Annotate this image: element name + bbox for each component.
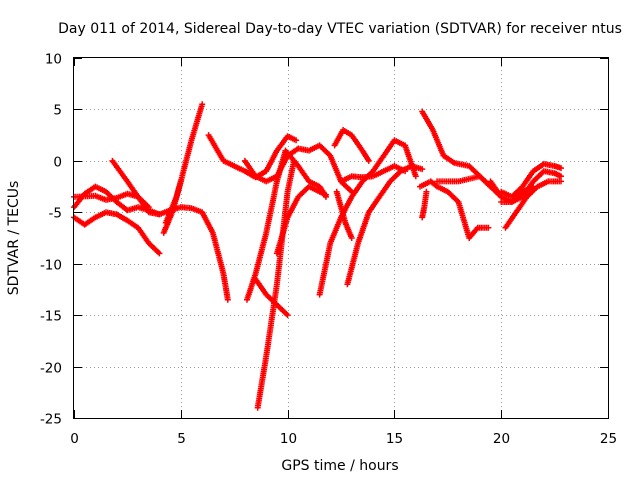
chart-grid	[74, 58, 608, 418]
series-arc-14	[331, 127, 372, 164]
series-arc-13	[316, 137, 419, 298]
x-axis-label: GPS time / hours	[281, 458, 398, 474]
y-tick-label: 10	[45, 52, 62, 68]
series-arc-21	[434, 173, 494, 190]
series-arc-4	[109, 157, 231, 303]
y-tick-label: -5	[49, 206, 62, 222]
x-tick-label: 20	[493, 431, 510, 447]
series-arc-25	[487, 178, 537, 205]
series-arc-17	[344, 163, 426, 288]
series-arc-24	[502, 178, 564, 231]
series-arc-7	[205, 132, 300, 181]
series-arc-22	[498, 160, 564, 200]
series-arc-11	[252, 276, 291, 319]
x-tick-label: 0	[70, 431, 79, 447]
y-tick-label: -20	[40, 361, 62, 377]
series-arc-6	[162, 178, 184, 226]
y-tick-label: -25	[40, 412, 62, 428]
y-tick-label: 5	[53, 103, 62, 119]
x-tick-label: 15	[386, 431, 403, 447]
data-series	[71, 101, 564, 411]
series-arc-10	[244, 147, 329, 303]
series-arc-20	[419, 188, 430, 221]
axis-ticks	[74, 58, 609, 419]
plot-frame	[73, 57, 609, 419]
y-tick-label: 0	[53, 155, 62, 171]
y-axis-label: SDTVAR / TECUs	[6, 181, 22, 296]
x-tick-label: 5	[177, 431, 186, 447]
series-arc-16	[338, 163, 409, 185]
chart-title: Day 011 of 2014, Sidereal Day-to-day VTE…	[58, 21, 622, 37]
series-arc-12	[273, 183, 329, 257]
y-tick-labels: -25 -20 -15 -10 -5 0 5 10	[40, 52, 62, 428]
x-tick-label: 10	[280, 431, 297, 447]
series-arc-19	[417, 178, 492, 241]
series-arc-2	[71, 209, 163, 257]
y-tick-label: -15	[40, 309, 62, 325]
x-tick-labels: 0 5 10 15 20 25	[70, 431, 617, 447]
x-tick-label: 25	[600, 431, 617, 447]
series-arc-15	[333, 188, 355, 241]
y-tick-label: -10	[40, 258, 62, 274]
